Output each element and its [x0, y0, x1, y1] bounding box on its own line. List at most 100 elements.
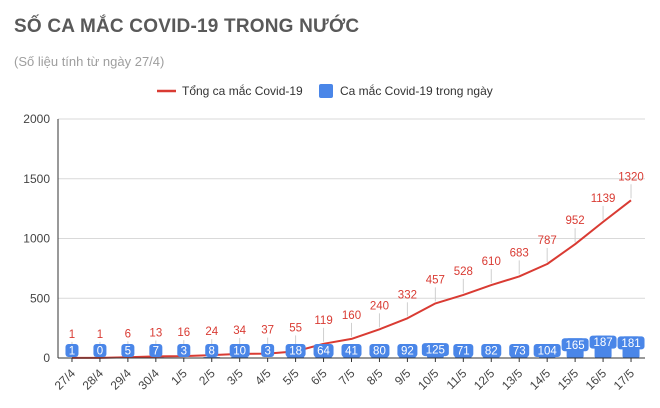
bar-label-box: [149, 344, 163, 357]
bar-data-label: 10: [233, 346, 246, 358]
line-series: [72, 199, 632, 359]
bar-label-box: [617, 336, 645, 350]
line-data-label: 1320: [618, 171, 644, 183]
bar-label-box: [177, 344, 191, 357]
line-data-label: 6: [125, 328, 131, 340]
bar-data-label: 104: [538, 346, 558, 358]
grid: [58, 118, 645, 299]
x-tick-label: 3/5: [224, 366, 246, 388]
bar-data-label: 1: [69, 346, 75, 358]
legend-bar-swatch: [319, 84, 333, 98]
line-data-label: 457: [426, 274, 445, 286]
line-data-label: 55: [289, 322, 302, 334]
bar-label-box: [65, 344, 79, 357]
bar-data-label: 71: [457, 346, 470, 358]
bar-data-label: 80: [373, 346, 386, 358]
line-data-label: 34: [233, 325, 246, 337]
line-data-label: 119: [314, 315, 332, 327]
x-tick-label: 2/5: [196, 366, 218, 388]
y-tick-label: 1500: [23, 172, 50, 186]
y-tick-label: 500: [30, 291, 50, 305]
bar-label-box: [341, 344, 362, 357]
line-data-label: 160: [342, 310, 361, 322]
bar-label-box: [453, 344, 474, 357]
x-tick-label: 12/5: [471, 366, 498, 393]
bar-label-box: [93, 344, 107, 357]
bar-data-label: 3: [181, 346, 187, 358]
line-data-label: 24: [205, 326, 218, 338]
bar-label-box: [369, 344, 390, 357]
bar-label-box: [481, 344, 502, 357]
x-tick-label: 14/5: [527, 366, 554, 393]
y-tick-label: 1000: [23, 232, 50, 246]
x-tick-label: 9/5: [392, 366, 414, 388]
chart-title: SỐ CA MẮC COVID-19 TRONG NƯỚC: [14, 16, 360, 37]
bar-data-label: 7: [153, 346, 159, 358]
bar-label-box: [397, 344, 418, 357]
x-tick-label: 27/4: [52, 366, 79, 393]
bar-data-label: 181: [621, 338, 640, 350]
bar-label-box: [261, 344, 275, 357]
chart-subtitle: (Số liệu tính từ ngày 27/4): [14, 54, 165, 69]
x-tick-label: 1/5: [168, 366, 190, 388]
line-data-label: 240: [370, 300, 389, 312]
y-tick-label: 2000: [23, 112, 50, 126]
bar-label-box: [313, 344, 334, 357]
bar-label-box: [421, 343, 449, 357]
y-tick-label: 0: [43, 351, 50, 365]
line-data-label: 1139: [591, 193, 616, 205]
legend-bar-label: Ca mắc Covid-19 trong ngày: [340, 83, 493, 98]
bar-label-box: [533, 344, 561, 357]
x-tick-label: 5/5: [280, 366, 302, 388]
bar-label-box: [589, 335, 617, 349]
bar-label-box: [561, 338, 589, 352]
bar-data-label: 18: [289, 346, 302, 358]
total-cases-line: [72, 199, 632, 359]
line-data-label: 1: [97, 329, 103, 341]
line-data-label: 1: [69, 329, 75, 341]
bar-data-label: 92: [401, 346, 414, 358]
x-tick-label: 4/5: [252, 366, 274, 388]
bar-data-label: 0: [97, 346, 103, 358]
line-data-label: 13: [149, 327, 162, 339]
bar-data-label: 64: [317, 346, 330, 358]
bar-data-label: 5: [125, 346, 131, 358]
line-data-label: 528: [454, 266, 473, 278]
legend-line-label: Tổng ca mắc Covid-19: [182, 83, 303, 98]
line-data-label: 16: [177, 327, 190, 339]
x-tick-label: 16/5: [583, 366, 610, 393]
line-data-label: 952: [566, 215, 585, 227]
x-tick-label: 28/4: [80, 366, 107, 393]
bar-data-label: 165: [566, 340, 585, 352]
x-tick-label: 11/5: [444, 366, 470, 392]
x-tick-label: 15/5: [555, 366, 582, 393]
line-data-label: 332: [398, 289, 417, 301]
bar-data-label: 125: [426, 345, 445, 357]
bar-label-box: [285, 344, 306, 357]
line-data-label: 37: [261, 325, 274, 337]
bar-data-label: 3: [264, 346, 270, 358]
x-tick-label: 7/5: [336, 366, 358, 388]
bar-label-box: [229, 344, 250, 357]
bar-label-box: [509, 344, 530, 357]
bar-data-label: 73: [513, 346, 526, 358]
bar-data-label: 187: [593, 337, 612, 349]
x-tick-label: 30/4: [136, 366, 163, 393]
bar-data-label: 41: [345, 346, 358, 358]
x-tick-label: 13/5: [499, 366, 526, 393]
x-tick-label: 10/5: [415, 366, 442, 393]
bar-data-label: 8: [209, 346, 215, 358]
x-tick-label: 8/5: [364, 366, 386, 388]
line-data-label: 610: [482, 256, 501, 268]
x-tick-label: 6/5: [308, 366, 330, 388]
line-data-label: 787: [538, 235, 557, 247]
x-tick-label: 29/4: [108, 366, 135, 393]
legend: Tổng ca mắc Covid-19 Ca mắc Covid-19 tro…: [157, 83, 493, 98]
x-tick-label: 17/5: [611, 366, 638, 393]
line-data-label: 683: [510, 247, 529, 259]
bar-data-label: 82: [485, 346, 498, 358]
bar-label-box: [205, 344, 219, 357]
bar-label-box: [121, 344, 135, 357]
